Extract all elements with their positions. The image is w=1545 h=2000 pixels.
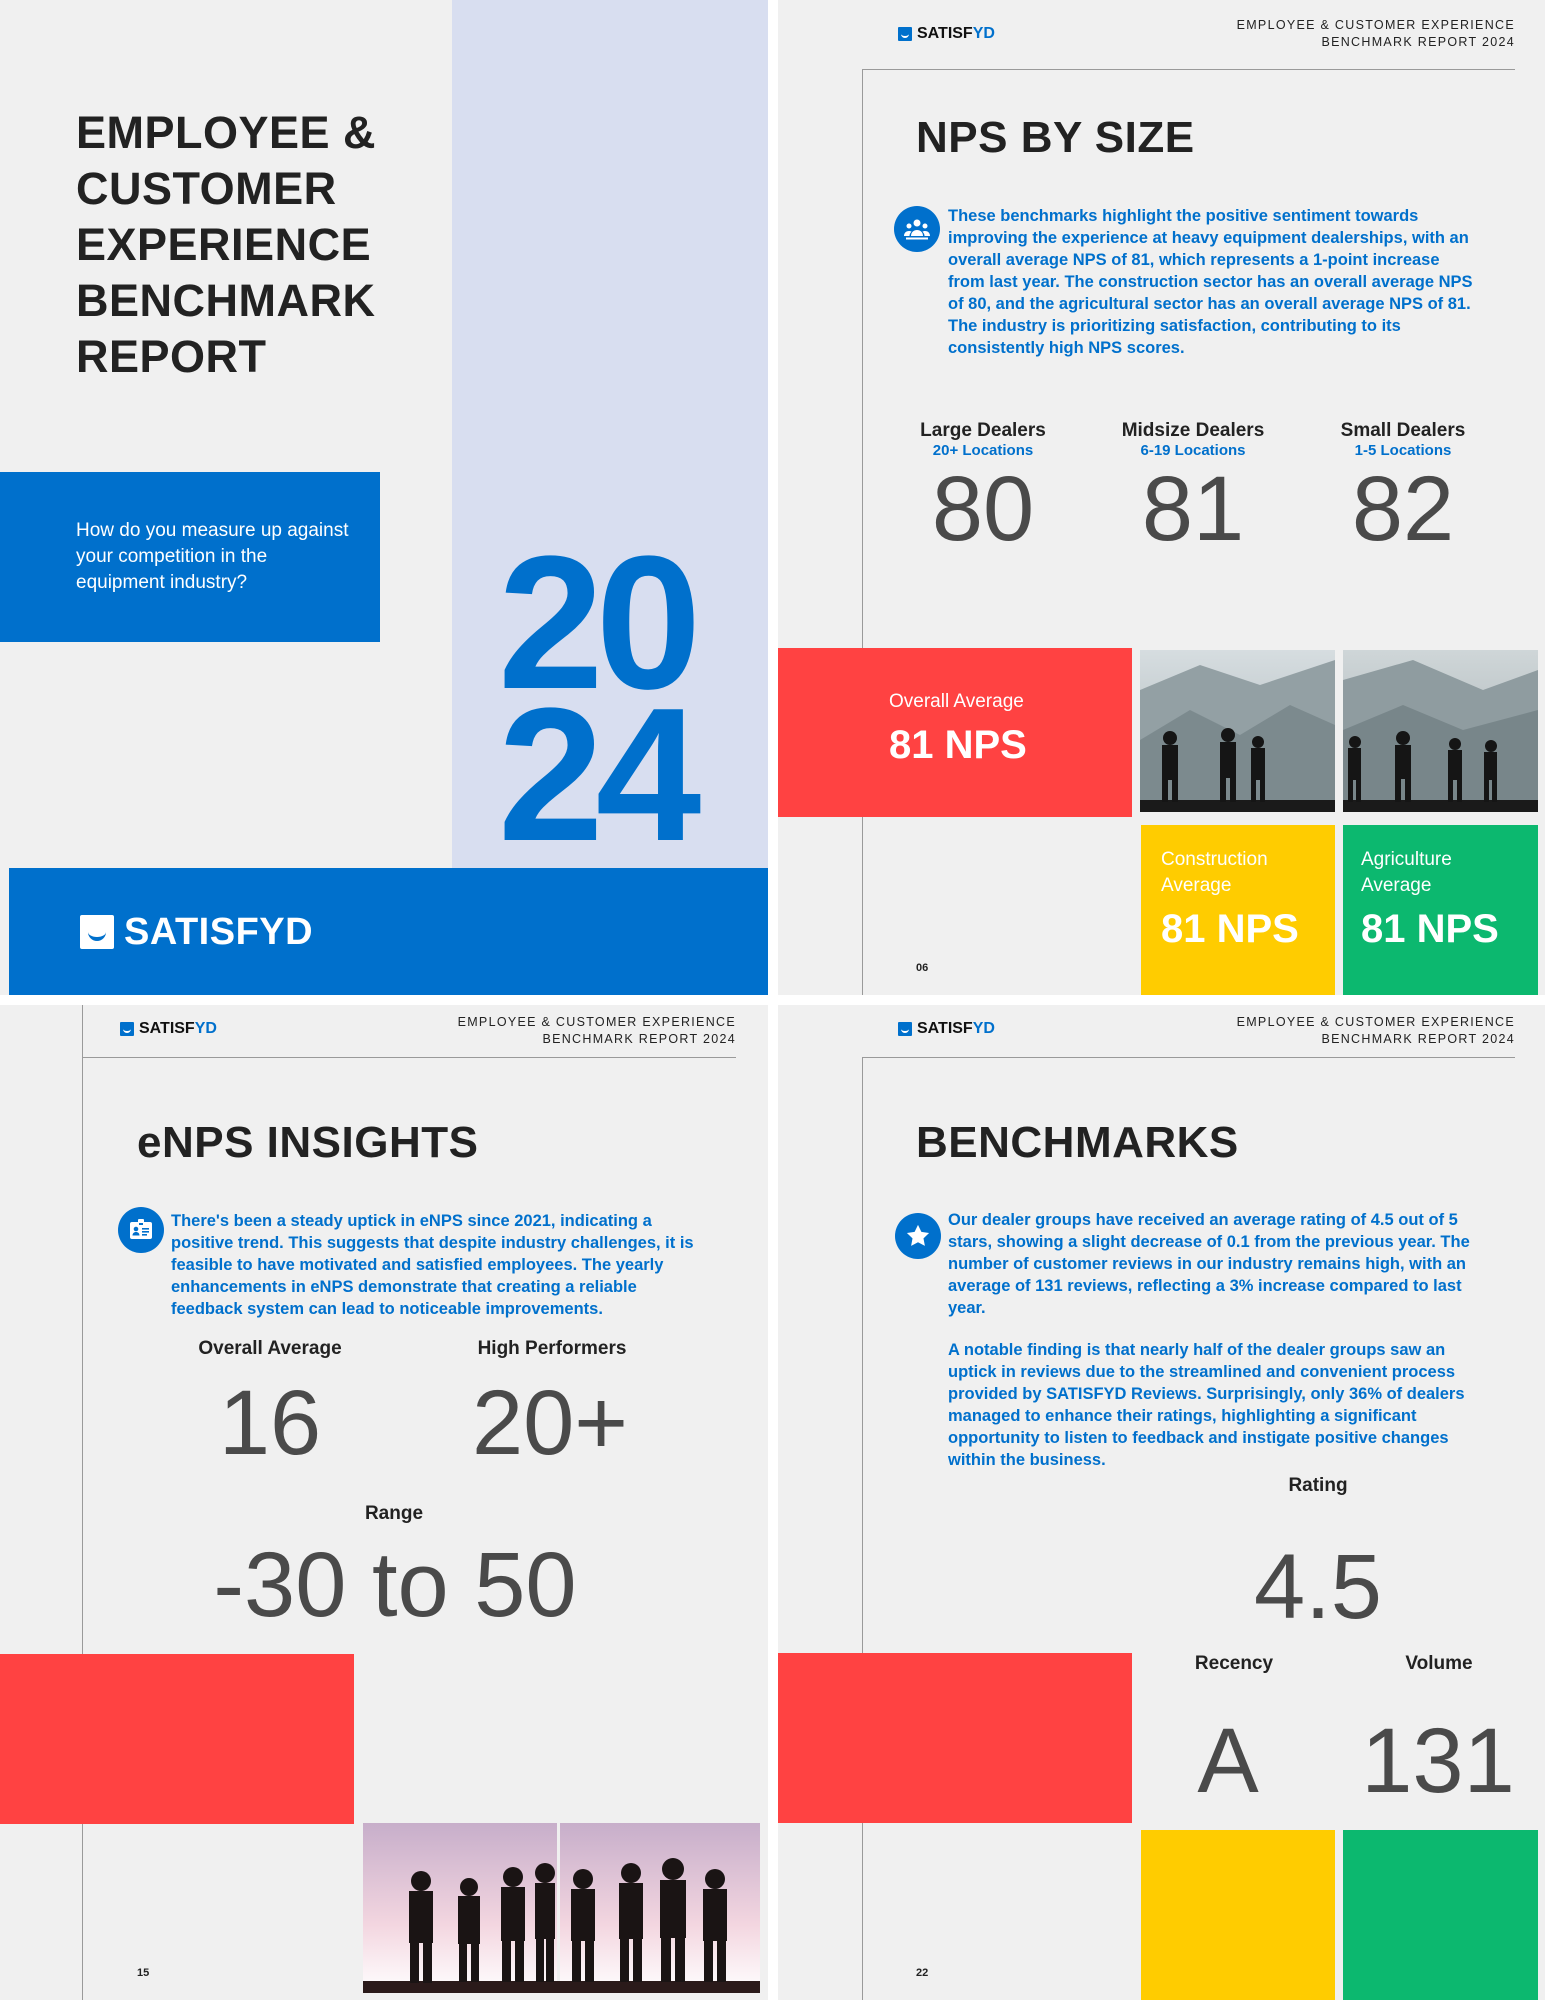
high-performers-label: High Performers bbox=[477, 1338, 627, 1359]
header-divider bbox=[82, 1057, 736, 1058]
cover-year-top: 20 bbox=[498, 517, 701, 729]
satisfyd-logo-icon bbox=[898, 27, 912, 41]
volume-value: 131 bbox=[1361, 1710, 1515, 1812]
sunset-group-photo bbox=[363, 1823, 760, 1993]
recency-label: Recency bbox=[1194, 1653, 1274, 1674]
hikers-photo-left bbox=[1140, 650, 1335, 812]
benchmarks-paragraph-1: Our dealer groups have received an avera… bbox=[948, 1211, 1470, 1317]
logo-text-accent: YD bbox=[194, 1020, 217, 1037]
tile-value: 81 NPS bbox=[1161, 907, 1299, 951]
dealer-size-stats: Large Dealers 20+ Locations 80 Midsize D… bbox=[838, 420, 1498, 570]
page-number: 15 bbox=[137, 1967, 150, 1979]
red-accent-tile bbox=[778, 1653, 1132, 1823]
stat-value: 80 bbox=[931, 458, 1035, 560]
tile-value: 81 NPS bbox=[889, 723, 1027, 767]
logo-text-prefix: SATISF bbox=[139, 1020, 195, 1037]
stat-value: 82 bbox=[1351, 458, 1455, 560]
benchmarks-paragraph-2: A notable finding is that nearly half of… bbox=[948, 1341, 1465, 1469]
stat-midsize-dealers: Midsize Dealers 6-19 Locations 81 bbox=[1098, 420, 1288, 559]
header-logo: SATISF YD bbox=[120, 1020, 217, 1038]
tile-label: Overall Average bbox=[889, 691, 1024, 712]
header-report-title: EMPLOYEE & CUSTOMER EXPERIENCE BENCHMARK… bbox=[1185, 1014, 1515, 1048]
stat-large-dealers: Large Dealers 20+ Locations 80 bbox=[898, 420, 1068, 559]
stat-label: Midsize Dealers bbox=[1121, 420, 1265, 441]
enps-intro: There's been a steady uptick in eNPS sin… bbox=[171, 1212, 694, 1318]
page-title: eNPS INSIGHTS bbox=[137, 1118, 479, 1167]
header-report-title: EMPLOYEE & CUSTOMER EXPERIENCE BENCHMARK… bbox=[1185, 17, 1515, 51]
cover-page: EMPLOYEE & CUSTOMER EXPERIENCE BENCHMARK… bbox=[0, 0, 768, 995]
overall-average-value: 16 bbox=[218, 1372, 322, 1474]
left-margin-rule bbox=[862, 1057, 863, 2000]
people-group-icon bbox=[894, 206, 940, 252]
left-margin-rule bbox=[82, 1005, 83, 2000]
rating-value: 4.5 bbox=[1254, 1536, 1382, 1638]
overall-average-tile: Overall Average 81 NPS bbox=[778, 648, 1132, 817]
header-report-title: EMPLOYEE & CUSTOMER EXPERIENCE BENCHMARK… bbox=[406, 1014, 736, 1048]
volume-label: Volume bbox=[1405, 1653, 1473, 1674]
header-line-1: EMPLOYEE & CUSTOMER EXPERIENCE bbox=[1236, 1015, 1515, 1029]
nps-page: SATISF YD EMPLOYEE & CUSTOMER EXPERIENCE … bbox=[778, 0, 1545, 995]
header-divider bbox=[862, 69, 1515, 70]
cover-year-bottom: 24 bbox=[498, 669, 701, 881]
cover-logo-text: SATISFYD bbox=[124, 910, 314, 953]
agriculture-average-tile: Agriculture Average 81 NPS bbox=[1343, 825, 1538, 995]
stat-small-dealers: Small Dealers 1-5 Locations 82 bbox=[1318, 420, 1488, 559]
id-card-icon bbox=[118, 1207, 164, 1253]
tile-value: 81 NPS bbox=[1361, 907, 1499, 951]
rating-label: Rating bbox=[1288, 1475, 1348, 1496]
logo-text-prefix: SATISF bbox=[917, 25, 973, 42]
star-icon bbox=[895, 1213, 941, 1259]
cover-question-box bbox=[0, 472, 380, 642]
satisfyd-logo-icon bbox=[120, 1022, 134, 1036]
range-label: Range bbox=[364, 1503, 424, 1524]
high-performers-value: 20+ bbox=[471, 1372, 629, 1474]
header-divider bbox=[862, 1057, 1515, 1058]
yellow-accent-tile bbox=[1141, 1830, 1335, 2000]
green-accent-tile bbox=[1343, 1830, 1538, 2000]
cover-side-band bbox=[452, 0, 768, 868]
page-number: 06 bbox=[916, 962, 929, 974]
header-line-2: BENCHMARK REPORT 2024 bbox=[1321, 1032, 1515, 1046]
nps-intro: These benchmarks highlight the positive … bbox=[948, 207, 1473, 357]
header-line-2: BENCHMARK REPORT 2024 bbox=[542, 1032, 736, 1046]
tile-label: Construction Average bbox=[1161, 849, 1268, 896]
logo-text-accent: YD bbox=[972, 25, 995, 42]
stat-label: Small Dealers bbox=[1340, 420, 1466, 441]
recency-value: A bbox=[1197, 1710, 1259, 1812]
cover-footer-band bbox=[9, 868, 768, 995]
header-line-1: EMPLOYEE & CUSTOMER EXPERIENCE bbox=[457, 1015, 736, 1029]
page-number: 22 bbox=[916, 1967, 929, 1979]
satisfyd-logo-icon bbox=[80, 915, 114, 949]
cover-logo: SATISFYD bbox=[80, 910, 314, 953]
header-logo: SATISF YD bbox=[898, 1020, 995, 1038]
tile-label: Agriculture Average bbox=[1361, 849, 1452, 896]
enps-page: SATISF YD EMPLOYEE & CUSTOMER EXPERIENCE … bbox=[0, 1005, 768, 2000]
left-margin-rule bbox=[862, 69, 863, 995]
header-line-1: EMPLOYEE & CUSTOMER EXPERIENCE bbox=[1236, 18, 1515, 32]
overall-average-label: Overall Average bbox=[198, 1338, 342, 1359]
page-title: BENCHMARKS bbox=[916, 1118, 1239, 1167]
stat-sublabel: 1-5 Locations bbox=[1354, 442, 1452, 459]
red-accent-tile bbox=[0, 1654, 354, 1824]
cover-title: EMPLOYEE & CUSTOMER EXPERIENCE BENCHMARK… bbox=[76, 107, 377, 382]
header-logo: SATISF YD bbox=[898, 25, 995, 43]
cover-question: How do you measure up against your compe… bbox=[76, 520, 349, 593]
logo-text-prefix: SATISF bbox=[917, 1020, 973, 1037]
range-value: -30 to 50 bbox=[213, 1534, 577, 1636]
hikers-photo-right bbox=[1343, 650, 1538, 812]
stat-label: Large Dealers bbox=[920, 420, 1046, 441]
stat-sublabel: 6-19 Locations bbox=[1140, 442, 1246, 459]
logo-text-accent: YD bbox=[972, 1020, 995, 1037]
benchmarks-page: SATISF YD EMPLOYEE & CUSTOMER EXPERIENCE … bbox=[778, 1005, 1545, 2000]
stat-value: 81 bbox=[1141, 458, 1245, 560]
stat-sublabel: 20+ Locations bbox=[932, 442, 1034, 459]
page-title: NPS BY SIZE bbox=[916, 113, 1195, 162]
header-line-2: BENCHMARK REPORT 2024 bbox=[1321, 35, 1515, 49]
construction-average-tile: Construction Average 81 NPS bbox=[1141, 825, 1335, 995]
satisfyd-logo-icon bbox=[898, 1022, 912, 1036]
